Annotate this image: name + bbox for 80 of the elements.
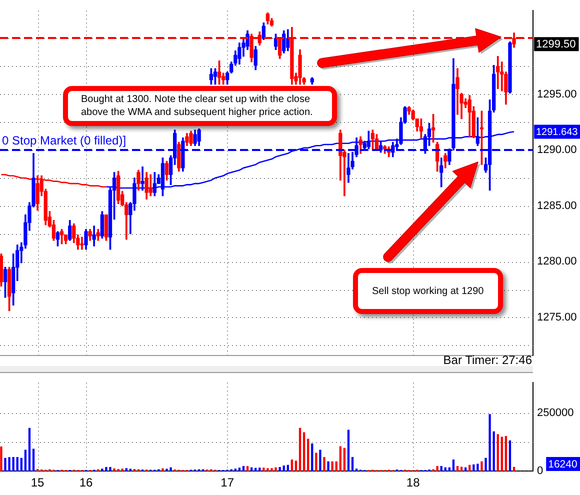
bar	[20, 458, 22, 471]
bar	[500, 436, 503, 471]
ref-line-label: 0 Stop Market (0 filled)]	[2, 133, 126, 148]
x-tick-label: 15	[30, 476, 45, 490]
bar	[262, 468, 265, 471]
bar	[16, 456, 18, 471]
bar	[298, 428, 302, 471]
bar	[170, 467, 172, 471]
bar	[347, 430, 350, 471]
y-tick-label: 1290.00	[537, 144, 577, 156]
bar	[286, 464, 289, 471]
bar	[278, 466, 281, 471]
bar	[472, 464, 475, 471]
y-tick-label: 1280.00	[537, 256, 577, 268]
bar	[323, 456, 326, 471]
bar	[339, 446, 342, 471]
text: 16240	[548, 458, 578, 470]
y-tick-label: 1275.00	[537, 311, 577, 324]
bar	[246, 466, 249, 471]
bar	[250, 467, 253, 471]
annotation: Sell stop working at 1290	[372, 284, 484, 298]
bar	[307, 438, 310, 471]
bar	[294, 460, 298, 471]
bar	[508, 440, 512, 471]
y-tick-label: 1295.00	[537, 88, 577, 100]
bar	[480, 461, 483, 471]
x-tick-label: 16	[79, 476, 93, 490]
bar	[109, 466, 112, 471]
bar	[351, 456, 354, 471]
bar	[32, 448, 35, 471]
bar	[496, 434, 499, 471]
bar	[105, 466, 108, 471]
bar	[440, 466, 442, 471]
bar	[468, 464, 471, 471]
bar	[327, 461, 330, 471]
bar	[492, 431, 495, 471]
annotation: Bought at 1300. Note the clear set up with the close above the WMA and subsequent higher price action.	[81, 93, 314, 119]
bar	[238, 468, 241, 471]
bar	[258, 468, 261, 471]
bar	[464, 467, 467, 471]
y-tick-label: 0	[537, 465, 544, 478]
bar	[28, 428, 31, 471]
text: 1291.643	[536, 127, 578, 138]
y-tick-label: 250000	[537, 406, 574, 419]
bar	[488, 414, 491, 471]
bar	[12, 456, 14, 471]
bar	[311, 443, 314, 471]
bar	[476, 464, 479, 471]
bar	[444, 467, 446, 471]
bar	[274, 467, 277, 471]
bar	[456, 466, 459, 471]
bar	[436, 466, 438, 471]
bar	[0, 446, 2, 471]
bar	[266, 468, 269, 471]
bar	[343, 448, 346, 471]
bar	[290, 460, 294, 471]
y-tick-label: 1285.00	[537, 200, 577, 212]
text: 1299.50	[536, 38, 576, 51]
bar	[242, 466, 245, 471]
bar	[113, 468, 116, 471]
bar	[8, 457, 10, 471]
bar	[125, 468, 128, 471]
bar	[460, 466, 463, 471]
bar	[335, 461, 338, 471]
x-tick-label: 17	[220, 476, 234, 490]
bar	[331, 461, 334, 471]
bar	[512, 466, 516, 471]
bar	[448, 467, 450, 471]
x-tick-label: 18	[406, 476, 420, 490]
annotation: Bar Timer: 27:46	[443, 353, 532, 367]
bar	[504, 436, 508, 471]
bar	[270, 468, 273, 471]
bar	[282, 466, 285, 471]
bar	[315, 452, 318, 471]
bar	[4, 458, 6, 471]
bar	[162, 468, 164, 471]
bar	[319, 450, 322, 471]
bar	[24, 450, 27, 471]
bar	[452, 460, 455, 471]
bar	[302, 432, 306, 471]
